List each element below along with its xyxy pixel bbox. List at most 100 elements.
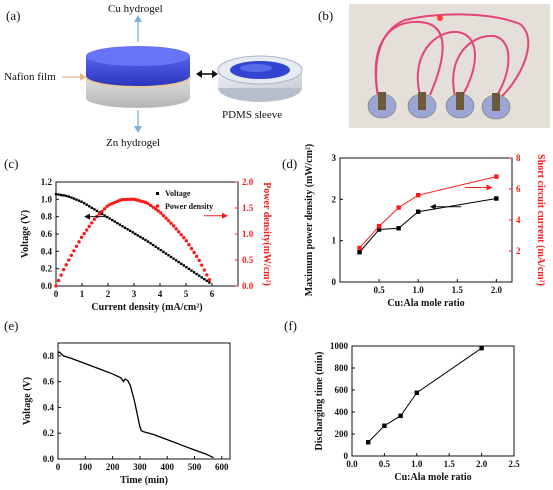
y-tick-label: 1 — [332, 236, 337, 246]
x-tick-label: 0 — [54, 289, 59, 299]
led-icon — [437, 15, 443, 21]
y-axis-title: Discharging time (min) — [314, 352, 325, 451]
power-density-point — [207, 278, 212, 282]
voltage-point — [185, 265, 188, 269]
plot-frame-d — [339, 157, 513, 283]
power-density-point — [74, 244, 79, 249]
battery-cells — [367, 92, 511, 120]
data-point — [357, 245, 362, 251]
data-point — [415, 193, 421, 198]
data-point — [366, 440, 371, 445]
data-point — [415, 209, 421, 214]
panel-e-letter: (e) — [4, 318, 18, 333]
power-density-point — [102, 207, 107, 211]
power-density-point — [59, 273, 63, 277]
power-density-point — [148, 203, 153, 208]
voltage-point — [151, 243, 155, 247]
power-density-point — [131, 197, 135, 201]
data-point — [414, 390, 419, 395]
chart-c: 0 1 2 3 4 5 6 0.0 0.2 0.4 0.6 0.8 1.0 1.2 0.0 0.5 1.0 1.5… — [20, 177, 272, 313]
power-density-point — [110, 201, 114, 206]
y-tick-label: 0 — [344, 451, 349, 461]
x-tick-label: 2 — [106, 289, 111, 299]
voltage-point — [108, 217, 111, 220]
nafion-arrow — [62, 73, 86, 81]
voltage-point — [174, 259, 178, 262]
power-density-point — [125, 197, 130, 202]
x-tick-label: 300 — [133, 462, 147, 472]
voltage-point — [177, 260, 180, 264]
voltage-point — [59, 193, 63, 197]
voltage-point — [113, 220, 117, 223]
plot-frame-e — [57, 342, 231, 460]
power-density-point — [166, 218, 171, 223]
zn-hydrogel-label: Zn hydrogel — [106, 137, 160, 149]
pdms-sleeve-image — [217, 55, 303, 102]
voltage-point — [85, 203, 88, 206]
voltage-point — [100, 212, 104, 216]
cu-hydrogel-label: Cu hydrogel — [108, 3, 163, 15]
y-tick-label: 0.6 — [41, 229, 53, 239]
voltage-point — [159, 248, 163, 252]
voltage-point — [131, 231, 134, 234]
power-density-point — [87, 224, 91, 229]
y-tick-label: 0 — [332, 277, 337, 287]
power-density-point — [56, 278, 61, 283]
power-density-point — [177, 230, 181, 234]
voltage-axis-arrow-head — [84, 213, 90, 220]
y-tick-label: 0.4 — [41, 246, 53, 256]
y-right-tick-label: 1.5 — [242, 203, 254, 213]
y-tick-label: 0.0 — [41, 281, 53, 291]
y-tick-label: 0.2 — [41, 264, 53, 274]
y-tick-label: 0.6 — [43, 377, 55, 387]
x-axis-title: Time (min) — [120, 475, 168, 486]
voltage-point — [77, 199, 81, 202]
plot-frame-f — [351, 345, 515, 457]
voltage-point — [141, 237, 145, 240]
x-axis-title: Cu:Ala mole ratio — [394, 472, 471, 483]
y-right-tick-label: 8 — [516, 153, 521, 163]
power-density-point — [151, 205, 155, 209]
power-density-point — [174, 227, 178, 231]
y-tick-label: 0.2 — [43, 428, 55, 438]
power-axis-arrow-head — [429, 203, 436, 210]
y-right-tick-label: 2.0 — [242, 177, 254, 187]
y-tick-label: 2 — [332, 194, 337, 204]
power-density-point — [79, 235, 84, 240]
power-density-point — [64, 263, 68, 267]
y-tick-label: 3 — [332, 153, 337, 163]
power-density-point — [171, 224, 176, 228]
double-arrow — [196, 70, 218, 78]
voltage-point — [118, 223, 122, 226]
power-density-point — [97, 212, 102, 216]
power-density-point — [115, 199, 120, 203]
power-density-point — [136, 198, 140, 202]
voltage-point — [90, 206, 93, 210]
power-density-point — [146, 201, 150, 206]
y-tick-label: 800 — [335, 363, 349, 373]
y-tick-label: 1.2 — [41, 177, 53, 187]
power-density-point — [54, 284, 58, 288]
voltage-point — [88, 205, 91, 208]
data-point — [494, 174, 499, 179]
power-density-point — [100, 209, 104, 214]
power-density-point — [179, 233, 183, 237]
voltage-point — [182, 264, 186, 267]
y-tick-label: 200 — [335, 429, 349, 439]
power-density-point — [184, 239, 189, 243]
y-axis-title: Voltage (V) — [20, 210, 31, 258]
voltage-point — [80, 200, 83, 203]
y-tick-label: 600 — [335, 385, 349, 395]
voltage-point — [95, 209, 99, 213]
voltage-point — [172, 257, 175, 260]
power-density-point — [77, 240, 81, 244]
power-density-point — [187, 243, 191, 247]
power-density-point — [200, 263, 204, 267]
panel-b-photo — [349, 4, 550, 128]
legend-power-label: Power density — [165, 202, 213, 211]
voltage-point — [116, 221, 119, 225]
voltage-point — [121, 225, 124, 228]
data-point — [494, 196, 499, 201]
voltage-point — [134, 232, 137, 236]
x-tick-label: 3 — [132, 289, 137, 299]
